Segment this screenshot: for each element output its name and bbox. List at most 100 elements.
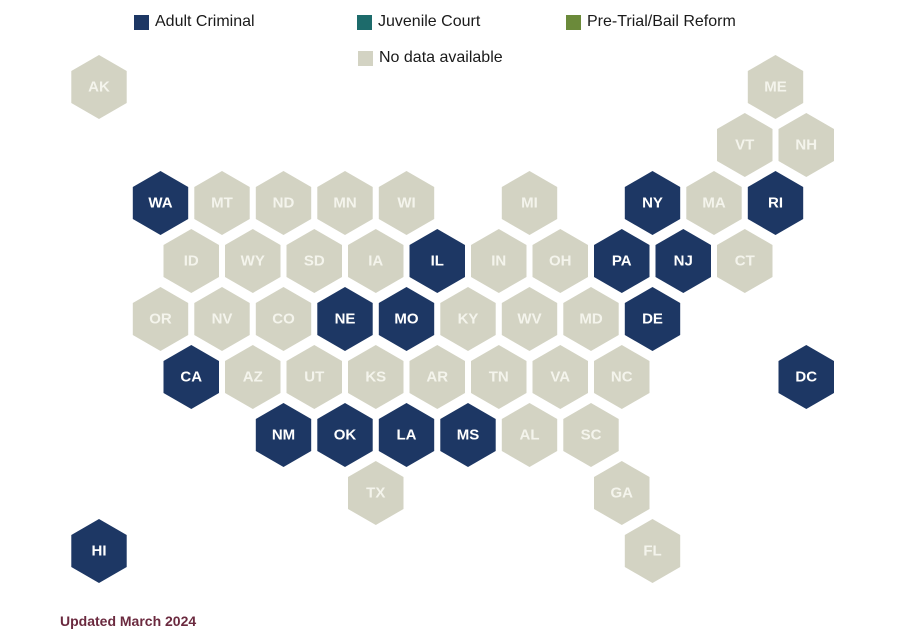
state-tile-or: OR [132, 287, 189, 351]
state-hex-in [471, 229, 527, 293]
state-tile-vt: VT [717, 113, 773, 177]
state-label-ar: AR [426, 369, 448, 386]
state-hex-vt [717, 113, 773, 177]
state-hex-nm [255, 403, 312, 467]
state-hex-ga [594, 461, 650, 525]
state-label-id: ID [184, 253, 199, 270]
state-tile-mo: MO [378, 287, 435, 351]
state-label-wv: WV [517, 311, 541, 328]
state-hex-ks [348, 345, 404, 409]
state-hex-dc [778, 345, 834, 409]
state-label-ak: AK [88, 79, 110, 96]
state-label-wi: WI [397, 195, 415, 212]
state-tile-ca: CA [163, 345, 219, 409]
state-tile-co: CO [255, 287, 312, 351]
state-label-de: DE [642, 311, 663, 328]
state-hex-mo [378, 287, 435, 351]
state-hex-pa [594, 229, 650, 293]
state-hex-ri [747, 171, 804, 235]
state-label-hi: HI [92, 543, 107, 560]
state-tile-tx: TX [348, 461, 404, 525]
state-tile-md: MD [563, 287, 619, 351]
state-tile-oh: OH [532, 229, 588, 293]
state-label-pa: PA [612, 253, 632, 270]
state-hex-ak [71, 55, 127, 119]
state-tile-dc: DC [778, 345, 834, 409]
state-tile-ia: IA [348, 229, 404, 293]
legend-item-pretrial: Pre-Trial/Bail Reform [566, 13, 736, 31]
state-hex-sc [563, 403, 619, 467]
state-label-ct: CT [735, 253, 755, 270]
state-hex-il [409, 229, 465, 293]
state-hex-nd [255, 171, 312, 235]
state-tile-az: AZ [225, 345, 281, 409]
state-label-mi: MI [521, 195, 538, 212]
state-label-ia: IA [368, 253, 383, 270]
legend-item-adult-criminal: Adult Criminal [134, 13, 255, 31]
state-label-md: MD [579, 311, 602, 328]
state-hex-va [532, 345, 588, 409]
state-tile-ny: NY [624, 171, 681, 235]
state-hex-ca [163, 345, 219, 409]
state-tile-il: IL [409, 229, 465, 293]
legend-swatch-adult-criminal [134, 14, 149, 30]
state-label-ks: KS [365, 369, 386, 386]
state-label-nv: NV [212, 311, 233, 328]
state-tile-mi: MI [501, 171, 558, 235]
state-hex-wv [501, 287, 558, 351]
state-tile-la: LA [378, 403, 435, 467]
state-hex-ut [286, 345, 342, 409]
state-tile-nm: NM [255, 403, 312, 467]
state-hex-wy [225, 229, 281, 293]
state-hex-sd [286, 229, 342, 293]
state-hex-hi [71, 519, 127, 583]
legend-label-adult-criminal: Adult Criminal [155, 13, 255, 30]
legend-swatch-juvenile-court [357, 14, 372, 30]
state-hex-mn [317, 171, 373, 235]
state-hex-al [501, 403, 558, 467]
state-hex-ky [440, 287, 496, 351]
state-label-fl: FL [643, 543, 661, 560]
state-tile-ok: OK [317, 403, 373, 467]
state-hex-fl [624, 519, 681, 583]
state-hex-az [225, 345, 281, 409]
state-tile-ne: NE [317, 287, 373, 351]
state-tile-wi: WI [378, 171, 435, 235]
legend-swatch-no-data [358, 50, 373, 66]
state-label-ca: CA [180, 369, 202, 386]
state-tile-id: ID [163, 229, 219, 293]
state-label-nm: NM [272, 427, 295, 444]
state-label-tn: TN [489, 369, 509, 386]
state-label-wy: WY [241, 253, 265, 270]
state-tile-al: AL [501, 403, 558, 467]
state-tile-ct: CT [717, 229, 773, 293]
state-hex-wi [378, 171, 435, 235]
state-tile-ar: AR [409, 345, 465, 409]
state-tile-sd: SD [286, 229, 342, 293]
state-label-nd: ND [273, 195, 295, 212]
state-tile-ak: AK [71, 55, 127, 119]
legend-label-juvenile-court: Juvenile Court [378, 13, 481, 30]
state-hex-oh [532, 229, 588, 293]
state-tile-nc: NC [594, 345, 650, 409]
state-hex-ms [440, 403, 496, 467]
state-tile-mt: MT [194, 171, 250, 235]
state-label-vt: VT [735, 137, 754, 154]
state-tile-ri: RI [747, 171, 804, 235]
state-hex-nh [778, 113, 834, 177]
state-tile-va: VA [532, 345, 588, 409]
state-label-sc: SC [581, 427, 602, 444]
state-label-la: LA [397, 427, 417, 444]
state-tile-tn: TN [471, 345, 527, 409]
state-hex-nv [194, 287, 250, 351]
state-tile-fl: FL [624, 519, 681, 583]
state-tile-wy: WY [225, 229, 281, 293]
state-hex-ny [624, 171, 681, 235]
state-label-al: AL [520, 427, 540, 444]
state-label-ky: KY [458, 311, 479, 328]
state-tile-ut: UT [286, 345, 342, 409]
state-label-wa: WA [148, 195, 172, 212]
state-label-co: CO [272, 311, 295, 328]
state-tile-sc: SC [563, 403, 619, 467]
state-hex-me [747, 55, 804, 119]
